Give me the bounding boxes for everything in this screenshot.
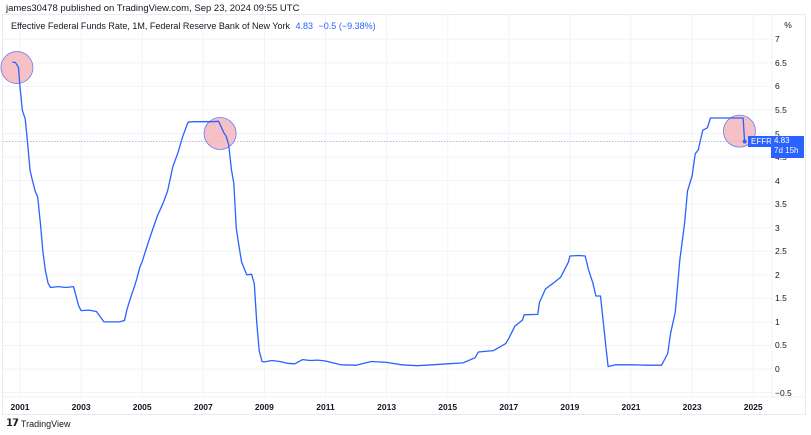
- price-axis-tick: 6.5: [775, 57, 787, 68]
- series-name-tag: EFFR: [748, 135, 775, 147]
- series-legend[interactable]: Effective Federal Funds Rate, 1M, Federa…: [11, 21, 376, 31]
- price-axis-tick: 5: [775, 128, 780, 139]
- time-axis-tick: 2009: [254, 402, 274, 412]
- price-axis-tick: 7: [775, 34, 780, 45]
- price-axis-tick: 6: [775, 81, 780, 92]
- highlight-circle: [723, 114, 756, 148]
- percent-scale-button[interactable]: %: [784, 20, 792, 30]
- brand-name: TradingView: [20, 418, 71, 429]
- price-axis-tick: 1.5: [775, 293, 787, 304]
- price-axis-tick: 4: [775, 175, 780, 186]
- price-axis-tick: 0.5: [775, 340, 787, 351]
- price-axis-tick: 5.5: [775, 104, 787, 115]
- bar-countdown: 7d 15h: [774, 146, 799, 155]
- time-axis-tick: 2021: [621, 402, 641, 412]
- highlight-circles: [0, 51, 756, 150]
- effr-line-series[interactable]: [12, 61, 746, 368]
- price-axis-tick: 1: [775, 316, 780, 327]
- price-axis-tick: 0: [775, 364, 780, 374]
- price-axis-tick: 3.5: [775, 199, 787, 210]
- time-axis-tick: 2007: [193, 402, 213, 412]
- series-title: Effective Federal Funds Rate, 1M, Federa…: [11, 21, 290, 31]
- highlight-circle: [0, 51, 34, 84]
- published-byline: james30478 published on TradingView.com,…: [6, 3, 300, 14]
- time-axis-tick: 2019: [560, 402, 580, 412]
- last-value-dot: [742, 139, 747, 144]
- time-axis-tick: 2025: [743, 402, 763, 412]
- time-axis-tick: 2001: [10, 402, 30, 412]
- time-axis-tick: 2011: [316, 402, 335, 412]
- price-axis-tick: 2.5: [775, 246, 787, 257]
- time-axis-tick: 2023: [682, 402, 702, 412]
- price-axis-tick: 3: [775, 222, 780, 233]
- chart-frame: [2, 14, 806, 415]
- tradingview-brand[interactable]: 𝟭𝟳 TradingView: [6, 418, 70, 429]
- time-axis-tick: 2017: [499, 402, 519, 412]
- tradingview-logo-icon: 𝟭𝟳: [6, 418, 19, 429]
- time-axis-tick: 2015: [438, 402, 458, 412]
- last-price-value: 4.83: [774, 135, 790, 145]
- price-axis-tick: 2: [775, 269, 780, 280]
- price-axis-tick: −0.5: [775, 387, 792, 398]
- chart-grid: [3, 15, 772, 397]
- series-last-value: 4.83: [295, 21, 314, 31]
- time-axis-tick: 2003: [71, 402, 91, 412]
- last-price-tag: 4.83 7d 15h: [771, 135, 804, 158]
- time-axis-tick: 2013: [377, 402, 397, 412]
- time-axis-tick: 2005: [132, 402, 152, 412]
- series-change: −0.5 (−9.38%): [318, 21, 376, 31]
